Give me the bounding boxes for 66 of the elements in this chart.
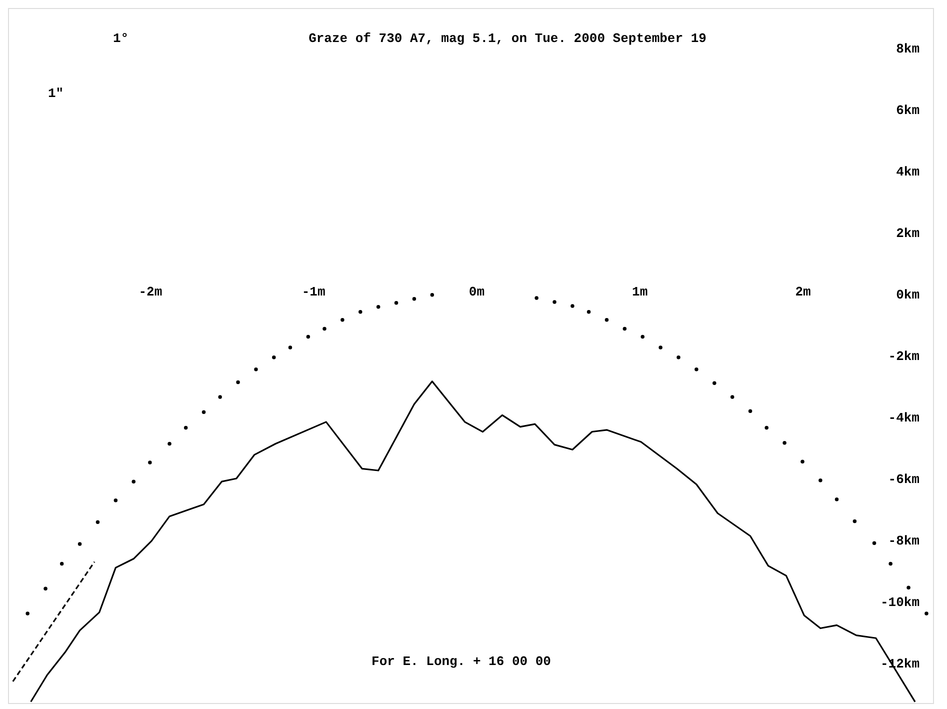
point (748, 409, 752, 414)
point (96, 520, 100, 524)
point (800, 460, 804, 464)
point (358, 310, 362, 314)
y-tick-label: -8km (888, 534, 920, 549)
point (272, 355, 276, 360)
point (872, 541, 876, 545)
point (394, 301, 398, 305)
y-tick-label: 2km (896, 226, 920, 241)
point (570, 304, 574, 308)
point (640, 334, 644, 339)
point (924, 612, 928, 616)
y-tick-label: -4km (888, 410, 920, 426)
point (534, 296, 538, 300)
y-tick-label: 4km (896, 164, 920, 180)
annotation: For E. Long. + 16 00 00 (372, 654, 552, 669)
point (906, 586, 910, 590)
point (254, 367, 258, 372)
point (168, 442, 172, 446)
x-tick-label: 2m (795, 284, 811, 300)
point (552, 300, 556, 304)
x-tick-label: 1m (632, 284, 648, 300)
point (586, 310, 591, 314)
annotation: 1° (113, 31, 129, 46)
point (604, 318, 609, 322)
y-tick-label: -6km (888, 472, 920, 488)
y-tick-label: 6km (896, 102, 920, 118)
point (60, 562, 64, 566)
point (676, 355, 680, 360)
point (202, 410, 206, 414)
point (306, 334, 310, 339)
point (730, 395, 734, 399)
point (132, 480, 136, 484)
point (782, 440, 786, 445)
point (622, 326, 627, 331)
point (376, 305, 380, 309)
point (236, 380, 240, 384)
point (834, 498, 839, 502)
point (852, 519, 857, 524)
point (322, 326, 326, 331)
point (148, 460, 152, 464)
x-tick-label: -2m (138, 284, 162, 300)
point (888, 562, 892, 566)
point (288, 346, 292, 350)
y-tick-label: -2km (888, 349, 920, 364)
point (818, 478, 822, 482)
point (764, 426, 768, 430)
point (340, 318, 344, 322)
point (412, 297, 416, 301)
point (430, 293, 434, 297)
point (712, 381, 716, 386)
point (78, 542, 82, 546)
point (218, 395, 222, 399)
point (658, 346, 662, 350)
x-tick-label: 0m (468, 284, 485, 300)
point (44, 586, 48, 590)
y-tick-label: 0km (896, 287, 920, 302)
point (114, 498, 118, 502)
point (26, 612, 30, 616)
point (694, 367, 698, 372)
y-tick-label: 8km (896, 41, 920, 56)
annotation: 1" (48, 86, 64, 101)
text: Graze of 730 A7, mag 5.1, on Tue. 2000 September 19 (308, 31, 707, 46)
point (184, 426, 188, 430)
y-tick-label: -10km (880, 595, 920, 610)
x-tick-label: -1m (302, 284, 326, 300)
